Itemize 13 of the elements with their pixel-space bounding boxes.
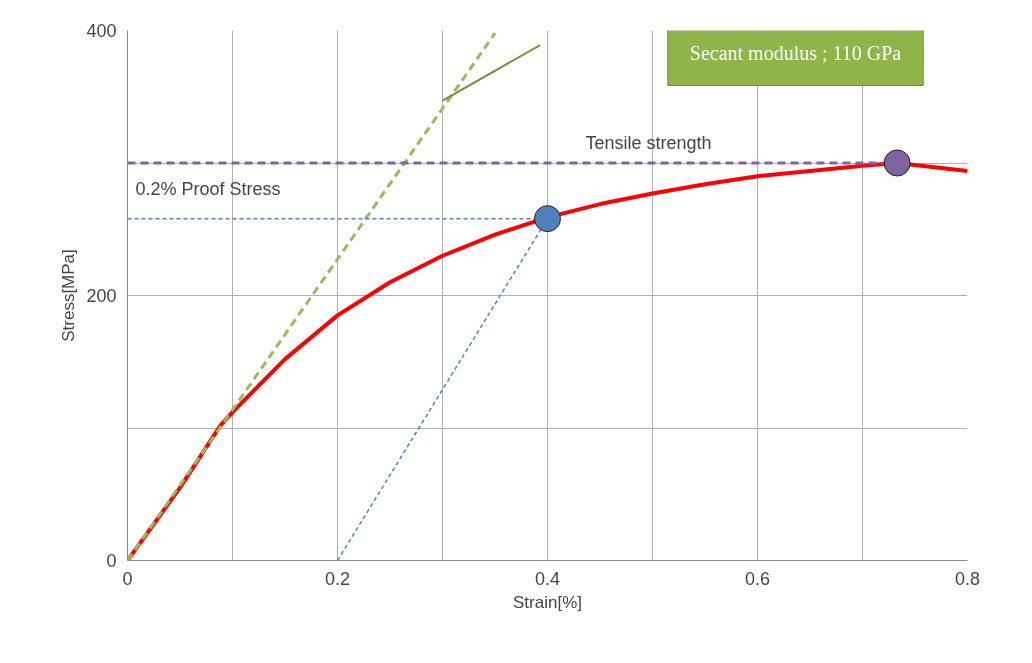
x-tick-label: 0.4: [534, 568, 561, 589]
annotation: Tensile strength: [585, 132, 712, 153]
y-tick-label: 0: [106, 551, 117, 571]
y-tick-label: 400: [86, 21, 117, 41]
y-tick-label: 200: [86, 286, 117, 306]
x-tick-label: 0: [122, 568, 133, 589]
annotation: 0.2% Proof Stress: [135, 178, 281, 199]
x-tick-label: 0.8: [954, 568, 981, 589]
x-tick-label: 0.2: [324, 568, 351, 589]
x-axis-title: Strain[%]: [513, 592, 582, 612]
annotation: Secant modulus ; 110 GPa: [689, 41, 902, 64]
x-tick-label: 0.6: [744, 568, 771, 589]
y-axis-title: Stress[MPa]: [59, 249, 79, 342]
